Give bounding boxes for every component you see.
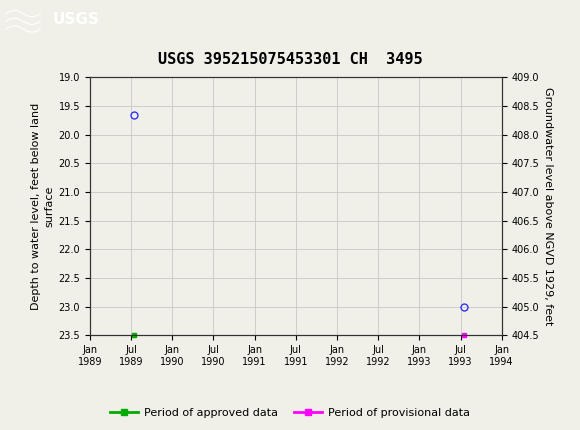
Y-axis label: Depth to water level, feet below land
surface: Depth to water level, feet below land su… xyxy=(31,103,55,310)
Text: USGS 395215075453301 CH  3495: USGS 395215075453301 CH 3495 xyxy=(158,52,422,67)
Legend: Period of approved data, Period of provisional data: Period of approved data, Period of provi… xyxy=(106,403,474,422)
Text: USGS: USGS xyxy=(52,12,99,27)
Y-axis label: Groundwater level above NGVD 1929, feet: Groundwater level above NGVD 1929, feet xyxy=(543,87,553,326)
